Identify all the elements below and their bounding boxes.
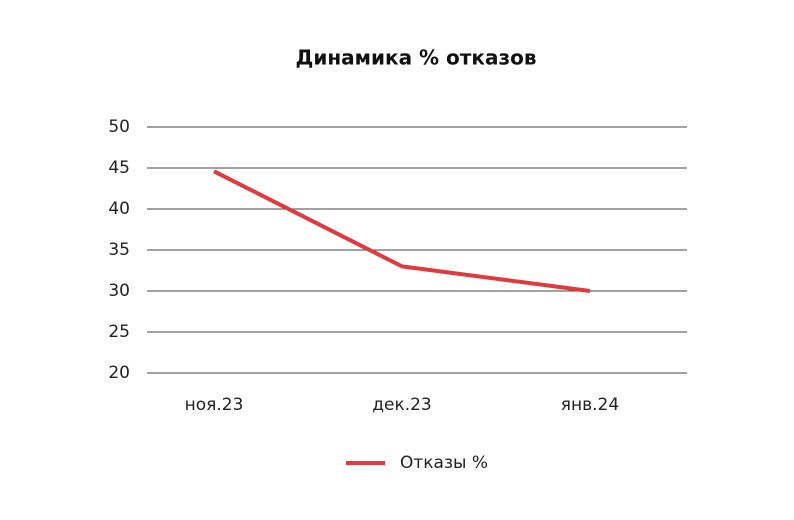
x-tick-label: янв.24 xyxy=(561,395,619,415)
data-line xyxy=(213,169,591,293)
y-tick-label: 35 xyxy=(108,240,130,260)
y-tick-label: 30 xyxy=(108,281,130,301)
chart-title: Динамика % отказов xyxy=(296,46,537,70)
y-tick-label: 20 xyxy=(108,363,130,383)
y-tick-label: 45 xyxy=(108,158,130,178)
y-tick-label: 50 xyxy=(108,117,130,137)
x-tick-label: дек.23 xyxy=(372,395,432,415)
y-tick-label: 25 xyxy=(108,322,130,342)
legend-label: Отказы % xyxy=(400,453,488,473)
y-tick-label: 40 xyxy=(108,199,130,219)
x-tick-label: ноя.23 xyxy=(185,395,244,415)
